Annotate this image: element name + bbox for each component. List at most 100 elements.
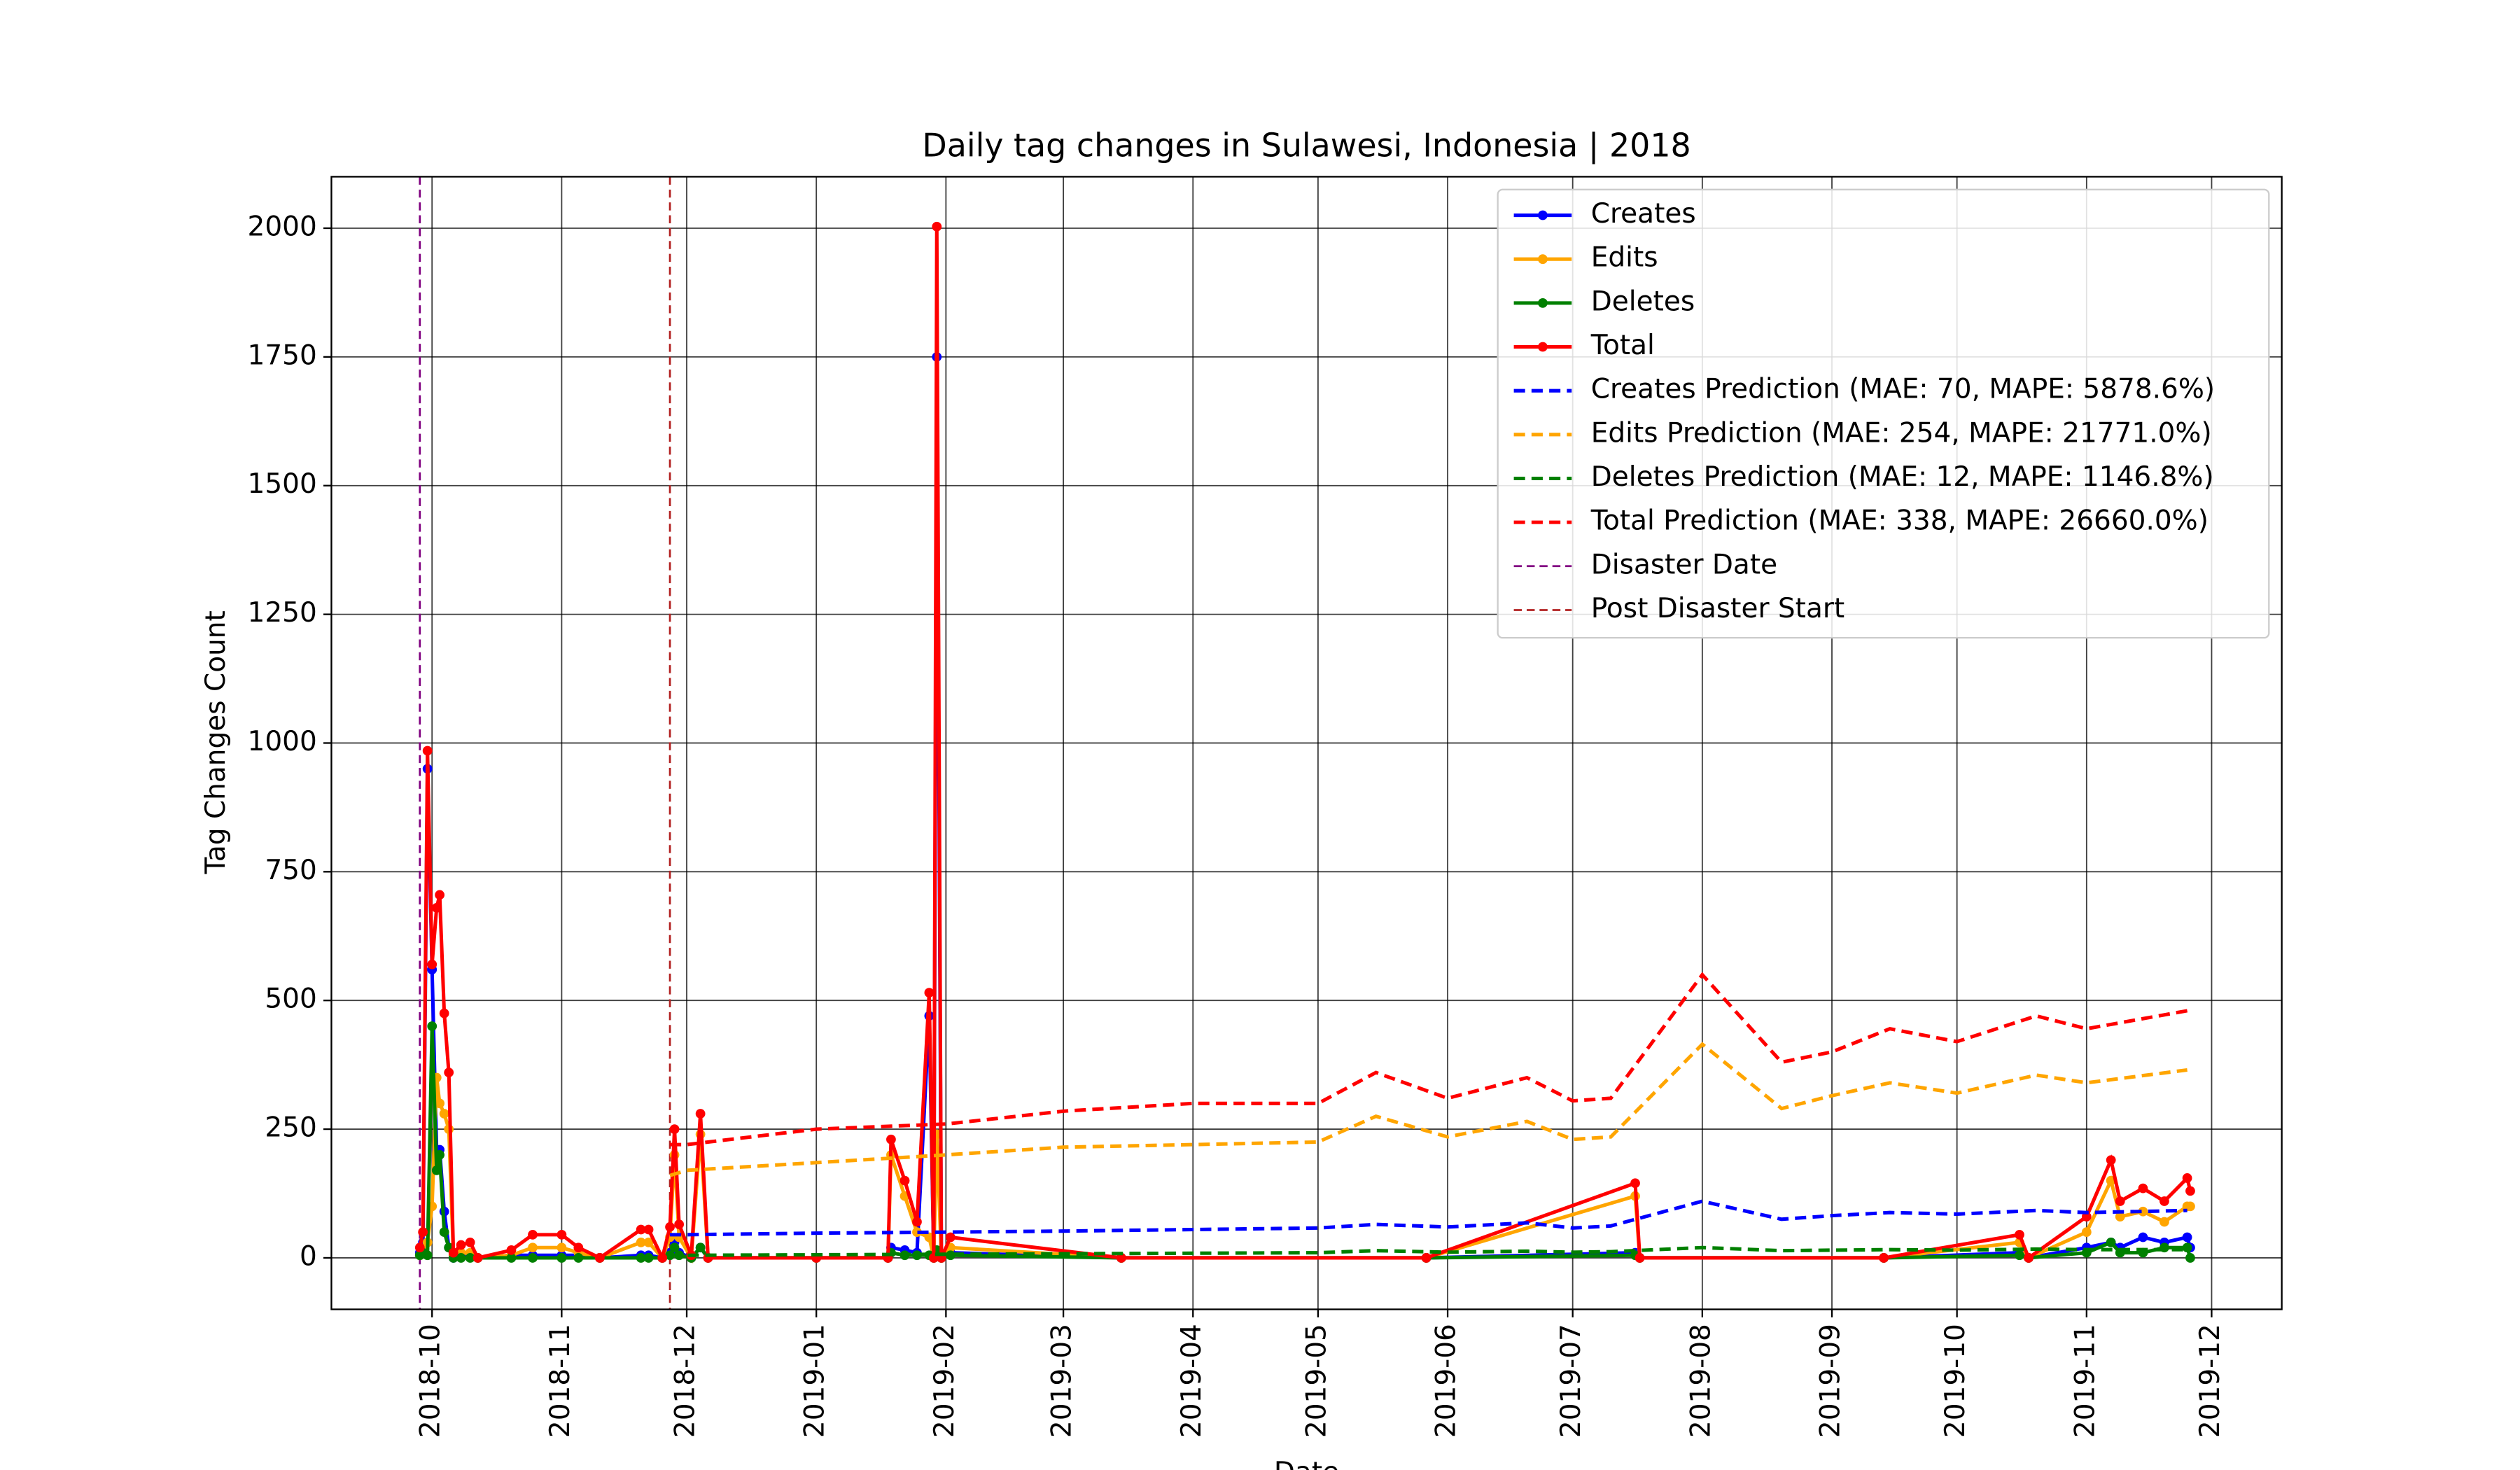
legend-marker: [1538, 342, 1548, 352]
y-axis-label: Tag Changes Count: [200, 610, 232, 874]
legend-label: Creates: [1591, 198, 1696, 230]
data-point: [2182, 1173, 2192, 1183]
data-point: [643, 1237, 654, 1247]
legend-box: [1497, 188, 2270, 639]
y-tick-label: 2000: [248, 211, 317, 243]
data-point: [2115, 1212, 2125, 1222]
data-point: [643, 1224, 654, 1235]
data-point: [456, 1240, 466, 1250]
data-point: [435, 1098, 444, 1109]
data-point: [448, 1247, 458, 1258]
x-tick-label: 2019-11: [2069, 1324, 2101, 1438]
data-point: [2138, 1206, 2148, 1217]
x-tick-label: 2018-10: [415, 1324, 447, 1438]
x-tick-label: 2019-07: [1555, 1324, 1587, 1438]
legend-label: Total Prediction (MAE: 338, MAPE: 26660.…: [1590, 505, 2208, 537]
data-point: [573, 1242, 584, 1253]
legend-marker: [1538, 210, 1548, 220]
y-tick-label: 1750: [248, 340, 317, 371]
x-tick-label: 2019-05: [1301, 1324, 1332, 1438]
data-point: [556, 1253, 567, 1263]
data-point: [2081, 1227, 2092, 1238]
data-point: [2160, 1217, 2169, 1227]
data-point: [465, 1237, 475, 1247]
data-point: [643, 1253, 654, 1263]
prediction-line: [670, 972, 2188, 1147]
data-point: [695, 1109, 706, 1119]
data-point: [439, 1109, 449, 1119]
data-point: [2138, 1183, 2148, 1194]
data-point: [2081, 1212, 2092, 1222]
data-point: [932, 221, 942, 232]
data-point: [528, 1242, 538, 1253]
data-point: [427, 959, 438, 969]
data-point: [674, 1219, 685, 1230]
prediction-line: [669, 1042, 2188, 1177]
x-tick-label: 2019-08: [1685, 1324, 1716, 1438]
data-point: [2160, 1196, 2169, 1206]
data-point: [1879, 1253, 1889, 1263]
x-tick-label: 2019-06: [1431, 1324, 1462, 1438]
data-point: [636, 1253, 646, 1263]
legend-label: Post Disaster Start: [1591, 593, 1844, 624]
data-point: [2015, 1250, 2024, 1261]
y-tick-label: 500: [265, 983, 316, 1015]
legend-label: Deletes: [1591, 286, 1695, 317]
data-point: [924, 988, 934, 998]
data-point: [422, 746, 433, 756]
legend-label: Creates Prediction (MAE: 70, MAPE: 5878.…: [1591, 374, 2215, 405]
data-point: [506, 1245, 517, 1255]
x-tick-label: 2018-11: [545, 1324, 576, 1438]
data-point: [431, 1166, 442, 1175]
data-point: [1634, 1253, 1645, 1263]
data-point: [636, 1224, 646, 1235]
data-point: [2182, 1232, 2192, 1242]
data-point: [924, 1232, 934, 1242]
data-point: [946, 1232, 955, 1242]
data-point: [472, 1253, 483, 1263]
x-axis-label: Date: [1274, 1457, 1339, 1470]
data-point: [439, 1227, 449, 1238]
data-point: [2185, 1253, 2195, 1263]
data-point: [439, 1008, 449, 1018]
data-point: [422, 1250, 433, 1261]
data-point: [669, 1242, 680, 1253]
data-point: [665, 1222, 675, 1232]
data-point: [2185, 1201, 2195, 1212]
x-tick-label: 2019-10: [1940, 1324, 1971, 1438]
prediction-line: [670, 1245, 2188, 1257]
data-point: [444, 1068, 454, 1078]
data-point: [528, 1253, 538, 1263]
data-point: [2115, 1196, 2125, 1206]
x-tick-label: 2019-03: [1046, 1324, 1078, 1438]
x-tick-label: 2018-12: [670, 1324, 701, 1438]
data-point: [435, 1149, 444, 1160]
legend-label: Total: [1590, 330, 1655, 361]
data-point: [912, 1217, 922, 1227]
data-point: [912, 1227, 922, 1238]
data-point: [556, 1242, 567, 1253]
data-point: [556, 1229, 567, 1240]
data-point: [2015, 1229, 2024, 1240]
legend-marker: [1538, 298, 1548, 308]
data-point: [1116, 1253, 1126, 1263]
data-point: [2185, 1186, 2195, 1196]
legend-marker: [1538, 254, 1548, 265]
data-point: [506, 1253, 517, 1263]
data-point: [657, 1253, 668, 1263]
prediction-line: [670, 1199, 2188, 1237]
data-point: [1421, 1253, 1432, 1263]
data-point: [1630, 1178, 1640, 1189]
data-point: [669, 1124, 680, 1134]
data-point: [594, 1253, 605, 1263]
y-tick-label: 1250: [248, 597, 317, 629]
data-point: [427, 1021, 438, 1031]
data-point: [2106, 1237, 2116, 1247]
x-tick-label: 2019-01: [799, 1324, 831, 1438]
data-point: [418, 1227, 428, 1238]
data-point: [456, 1253, 466, 1263]
data-point: [465, 1253, 475, 1263]
data-point: [528, 1229, 538, 1240]
data-point: [2024, 1253, 2033, 1263]
